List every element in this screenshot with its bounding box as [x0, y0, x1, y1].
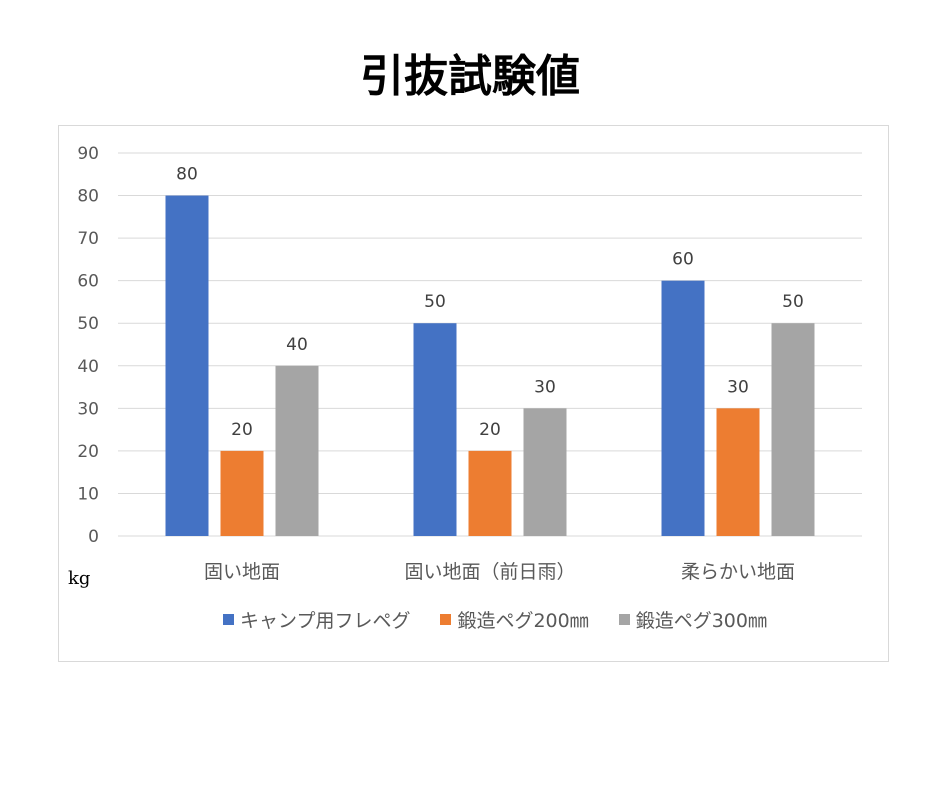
bar — [716, 408, 760, 536]
y-tick-label: 10 — [77, 484, 99, 504]
legend-item: 鍛造ペグ300㎜ — [618, 606, 767, 633]
data-label: 60 — [672, 250, 694, 270]
legend-label: キャンプ用フレペグ — [240, 610, 411, 632]
y-tick-label: 70 — [77, 229, 99, 249]
data-label: 50 — [424, 292, 446, 312]
legend-item: 鍛造ペグ200㎜ — [440, 606, 589, 633]
data-label: 30 — [727, 377, 749, 397]
data-label: 30 — [534, 377, 556, 397]
y-tick-label: 90 — [77, 144, 99, 164]
y-tick-label: 40 — [77, 357, 99, 377]
y-tick-label: 30 — [77, 399, 99, 419]
x-tick-label: 柔らかい地面 — [681, 561, 795, 583]
y-tick-label: 0 — [88, 527, 99, 547]
y-tick-label: 20 — [77, 442, 99, 462]
data-label: 50 — [782, 292, 804, 312]
y-tick-label: 60 — [77, 272, 99, 292]
bar — [275, 365, 319, 536]
legend-swatch — [618, 614, 630, 625]
data-label: 20 — [479, 420, 501, 440]
y-tick-label: 50 — [77, 314, 99, 334]
bar — [165, 195, 209, 537]
legend: キャンプ用フレペグ 鍛造ペグ200㎜ 鍛造ペグ300㎜ — [0, 606, 940, 633]
bar — [220, 450, 264, 536]
bar — [413, 323, 457, 536]
legend-label: 鍛造ペグ300㎜ — [635, 610, 767, 632]
chart-area — [58, 125, 889, 662]
y-axis-unit: kg — [68, 568, 91, 589]
legend-item: キャンプ用フレペグ — [223, 606, 410, 633]
data-label: 80 — [176, 165, 198, 185]
bar — [468, 450, 512, 536]
chart-title: 引抜試験値 — [360, 51, 580, 102]
legend-swatch — [223, 614, 235, 625]
x-tick-label: 固い地面（前日雨） — [404, 561, 575, 583]
bar — [523, 408, 567, 536]
data-label: 20 — [231, 420, 253, 440]
data-label: 40 — [286, 335, 308, 355]
y-tick-label: 80 — [77, 187, 99, 207]
x-tick-label: 固い地面 — [204, 561, 280, 583]
legend-label: 鍛造ペグ200㎜ — [457, 610, 589, 632]
bar — [661, 280, 705, 536]
bar — [771, 323, 815, 536]
legend-swatch — [440, 614, 452, 625]
